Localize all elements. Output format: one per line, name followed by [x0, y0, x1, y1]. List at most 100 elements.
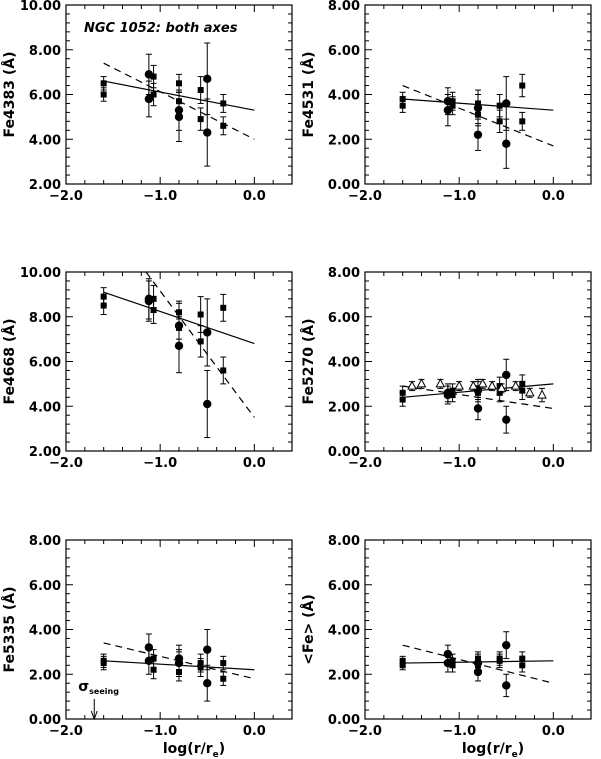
x-axis-label: log(r/re) — [163, 741, 225, 759]
data-point-triangle — [454, 380, 464, 390]
data-point-square — [150, 307, 157, 314]
data-point-square — [197, 311, 204, 318]
data-point-square — [150, 655, 157, 662]
data-point-circle — [502, 640, 511, 650]
data-point-square — [449, 102, 456, 109]
y-tick-label: 2.00 — [29, 445, 61, 460]
data-point-circle — [473, 130, 483, 139]
data-point-circle — [144, 70, 154, 79]
x-tick-label: 0.0 — [243, 724, 266, 739]
data-point-circle — [144, 94, 154, 104]
y-tick-label: 0.00 — [29, 713, 61, 728]
y-tick-label: 8.00 — [29, 534, 61, 549]
data-point-circle — [174, 341, 184, 351]
x-tick-label: −1.0 — [442, 456, 476, 471]
x-tick-label: 0.0 — [542, 189, 565, 204]
chart-title: NGC 1052: both axes — [84, 21, 238, 36]
data-point-square — [449, 392, 456, 399]
data-point-circle — [144, 656, 154, 666]
x-tick-label: 0.0 — [243, 456, 266, 471]
panel-1: −2.0 −1.0 0.0 2.00 4.00 6.00 8.00 10.00 Fe4383 (… — [1, 0, 293, 204]
panel-6: −2.0 −1.0 0.0 0.00 2.00 4.00 6.00 8.00 <Fe> (Å) l… — [300, 534, 592, 759]
data-point-square — [519, 662, 526, 669]
y-tick-label: 6.00 — [29, 89, 61, 104]
y-tick-label: 8.00 — [328, 0, 360, 14]
data-point-circle — [203, 328, 212, 337]
data-point-circle — [473, 667, 483, 677]
data-point-square — [220, 660, 227, 667]
y-tick-label: 6.00 — [328, 579, 360, 594]
data-point-square — [197, 87, 204, 94]
y-tick-label: 2.00 — [29, 668, 61, 683]
data-point-circle — [174, 112, 184, 122]
x-tick-label: −2.0 — [348, 189, 382, 204]
data-point-square — [197, 338, 204, 345]
panel-4: −2.0 −1.0 0.0 0.00 2.00 4.00 6.00 8.00 Fe5270 (Å… — [300, 266, 592, 471]
panel-3: −2.0 −1.0 0.0 2.00 4.00 6.00 8.00 10.00 Fe4668 (… — [1, 266, 293, 471]
y-tick-label: 10.00 — [20, 266, 61, 281]
x-axis-label: log(r/re) — [462, 741, 524, 759]
y-tick-label: 0.00 — [328, 713, 360, 728]
x-tick-label: −1.0 — [143, 456, 177, 471]
y-tick-label: 2.00 — [328, 668, 360, 683]
x-tick-label: −2.0 — [348, 456, 382, 471]
data-point-triangle — [435, 378, 446, 388]
data-point-square — [197, 664, 204, 671]
y-axis-label: Fe5270 (Å) — [300, 319, 317, 405]
data-point-square — [176, 80, 182, 87]
data-point-circle — [502, 370, 511, 380]
data-point-square — [449, 662, 456, 669]
sigma-seeing-arrowhead — [90, 710, 98, 721]
data-point-square — [197, 116, 204, 123]
panel-2: −2.0 −1.0 0.0 0.00 2.00 4.00 6.00 8.00 Fe4531 (Å… — [300, 0, 592, 204]
x-tick-label: 0.0 — [243, 189, 266, 204]
y-tick-label: 6.00 — [29, 356, 61, 371]
x-tick-label: −1.0 — [442, 189, 476, 204]
data-point-square — [519, 118, 526, 125]
x-tick-label: −1.0 — [143, 724, 177, 739]
y-tick-label: 8.00 — [29, 311, 61, 326]
x-tick-label: −1.0 — [442, 724, 476, 739]
data-point-triangle — [510, 380, 521, 390]
y-tick-label: 8.00 — [29, 44, 61, 59]
data-point-square — [220, 100, 227, 107]
y-tick-label: 2.00 — [328, 400, 360, 415]
y-tick-label: 6.00 — [29, 579, 61, 594]
y-tick-label: 4.00 — [328, 356, 360, 371]
data-point-square — [496, 118, 503, 125]
data-point-circle — [502, 681, 511, 690]
y-tick-label: 2.00 — [328, 133, 360, 148]
data-point-square — [220, 122, 227, 129]
data-point-square — [150, 91, 157, 98]
data-point-triangle — [487, 380, 497, 390]
data-point-circle — [502, 415, 511, 424]
data-point-circle — [502, 139, 511, 148]
data-point-square — [100, 80, 107, 87]
y-axis-label: Fe4531 (Å) — [300, 52, 317, 138]
data-point-square — [100, 302, 107, 309]
data-point-triangle — [477, 378, 488, 388]
data-point-triangle — [468, 380, 479, 390]
data-point-circle — [502, 99, 511, 108]
data-point-square — [399, 102, 406, 109]
data-point-circle — [174, 658, 184, 668]
data-point-square — [519, 387, 526, 394]
panel-5: −2.0 −1.0 0.0 0.00 2.00 4.00 6.00 8.00 Fe5335 (Å… — [1, 534, 293, 759]
data-point-square — [150, 666, 157, 673]
y-tick-label: 10.00 — [20, 0, 61, 14]
y-tick-label: 4.00 — [29, 400, 61, 415]
y-tick-label: 4.00 — [328, 89, 360, 104]
data-point-triangle — [496, 382, 507, 392]
data-point-circle — [203, 679, 212, 688]
data-point-square — [399, 662, 406, 669]
plot-frame — [364, 271, 592, 452]
data-point-circle — [203, 645, 212, 654]
x-tick-label: 0.0 — [542, 724, 565, 739]
y-axis-label: <Fe> (Å) — [300, 594, 317, 664]
y-axis-label: Fe5335 (Å) — [1, 587, 18, 673]
fit-line-dashed — [402, 84, 554, 147]
data-point-circle — [443, 658, 453, 668]
data-point-triangle — [524, 387, 535, 397]
y-tick-label: 8.00 — [328, 266, 360, 281]
